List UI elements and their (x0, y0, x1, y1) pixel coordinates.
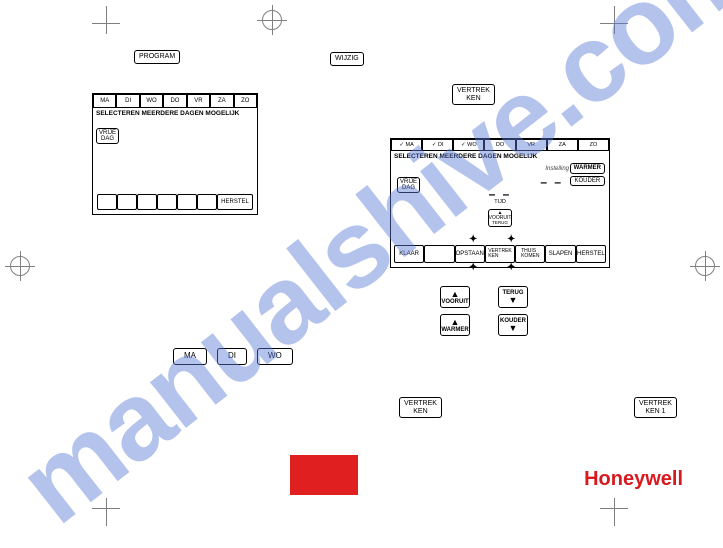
highlight-mark: ✦ (469, 262, 475, 273)
warmer-label: WARMER (441, 327, 468, 333)
day-di-button[interactable]: DI (217, 348, 247, 365)
crop-mark (106, 498, 107, 526)
vertrekken-slot[interactable]: VERTREK KEN (485, 245, 515, 263)
vertrekken-button[interactable]: VERTREK KEN (452, 84, 495, 105)
reg-target-top (262, 10, 282, 30)
vertrek-line2: KEN 1 (645, 408, 665, 416)
day-tab[interactable]: VR (187, 94, 210, 108)
kouder-button[interactable]: KOUDER (498, 314, 528, 336)
day-tab[interactable]: DO (163, 94, 186, 108)
slot-empty[interactable] (117, 194, 137, 210)
left-slot-row: HERSTEL (97, 194, 253, 210)
slot-empty[interactable] (157, 194, 177, 210)
day-row: MA DI WO (173, 348, 293, 365)
day-tabs-left: MA DI WO DO VR ZA ZO (93, 94, 257, 108)
thuiskomen-slot[interactable]: THUIS KOMEN (515, 245, 545, 263)
highlight-mark: ✦ (469, 234, 475, 245)
slot-empty[interactable] (197, 194, 217, 210)
vooruit-button[interactable]: VOORUIT (440, 286, 470, 308)
slot-empty[interactable] (424, 245, 454, 263)
slapen-slot[interactable]: SLAPEN (545, 245, 575, 263)
warmer-kouder-mini: WARMER KOUDER (570, 163, 605, 186)
slot-empty[interactable] (97, 194, 117, 210)
day-ma-button[interactable]: MA (173, 348, 207, 365)
day-tab[interactable]: ✓ DI (422, 139, 453, 151)
vooruit-mini-button[interactable]: ▲ VOORUIT TERUG (488, 209, 512, 227)
vooruit-terug-group: VOORUIT TERUG (440, 286, 528, 308)
day-tab[interactable]: DO (484, 139, 515, 151)
vrije-dag-button[interactable]: VRIJE DAG (397, 177, 420, 193)
kouder-mini[interactable]: KOUDER (570, 176, 605, 187)
day-tab[interactable]: ZO (578, 139, 609, 151)
left-screen-heading: SELECTEREN MEERDERE DAGEN MOGELIJK (93, 108, 257, 121)
instelling-label: Instelling (545, 166, 569, 172)
vertrekken-button[interactable]: VERTREK KEN (399, 397, 442, 418)
vertrek-line1: VERTREK (457, 87, 490, 95)
day-tab[interactable]: ✓ WO (453, 139, 484, 151)
herstel-slot[interactable]: HERSTEL (217, 194, 253, 210)
crop-mark (614, 6, 615, 34)
reg-target-left (10, 256, 30, 276)
instelling-value: – – (540, 175, 563, 189)
vertrek-line1: VERTREK (404, 400, 437, 408)
brand-logo: Honeywell (584, 468, 683, 491)
program-button[interactable]: PROGRAM (134, 50, 180, 64)
terug-button[interactable]: TERUG (498, 286, 528, 308)
slot-empty[interactable] (177, 194, 197, 210)
klaar-slot[interactable]: KLAAR (394, 245, 424, 263)
warmer-button[interactable]: WARMER (440, 314, 470, 336)
herstel-slot[interactable]: HERSTEL (576, 245, 606, 263)
crop-mark (614, 498, 615, 526)
vrije-line2: DAG (99, 136, 116, 142)
red-block (290, 455, 358, 495)
vooruit-label: VOORUIT (441, 299, 468, 305)
vrije-line2: DAG (400, 185, 417, 191)
crop-mark (106, 6, 107, 34)
chevron-down-icon (509, 296, 518, 305)
day-tab[interactable]: ZA (547, 139, 578, 151)
day-tabs-right: ✓ MA ✓ DI ✓ WO DO VR ZA ZO (391, 139, 609, 151)
day-tab[interactable]: ✓ MA (391, 139, 422, 151)
terug-mini-label: TERUG (492, 221, 508, 226)
day-tab[interactable]: DI (116, 94, 139, 108)
day-tab[interactable]: ZA (210, 94, 233, 108)
day-tab[interactable]: ZO (234, 94, 257, 108)
warmer-kouder-group: WARMER KOUDER (440, 314, 528, 336)
vrije-dag-button[interactable]: VRIJE DAG (96, 128, 119, 144)
highlight-mark: ✦ (507, 234, 513, 245)
right-screen: ✓ MA ✓ DI ✓ WO DO VR ZA ZO SELECTEREN ME… (390, 138, 610, 268)
reg-target-right (695, 256, 715, 276)
chevron-up-icon (451, 290, 460, 299)
vertrek-line2: KEN (413, 408, 427, 416)
day-tab[interactable]: MA (93, 94, 116, 108)
chevron-up-icon (451, 318, 460, 327)
highlight-mark: ✦ (507, 262, 513, 273)
right-slot-row: KLAAR OPSTAAN VERTREK KEN THUIS KOMEN SL… (394, 245, 606, 263)
watermark-text: manualshive.com (0, 0, 723, 548)
vertrek-line1: VERTREK (639, 400, 672, 408)
vertrek-line2: KEN (466, 95, 480, 103)
day-wo-button[interactable]: WO (257, 348, 293, 365)
left-screen: MA DI WO DO VR ZA ZO SELECTEREN MEERDERE… (92, 93, 258, 215)
wijzig-button[interactable]: WIJZIG (330, 52, 364, 66)
day-tab[interactable]: WO (140, 94, 163, 108)
warmer-mini[interactable]: WARMER (570, 163, 605, 174)
slot-empty[interactable] (137, 194, 157, 210)
opstaan-slot[interactable]: OPSTAAN (455, 245, 485, 263)
day-tab[interactable]: VR (516, 139, 547, 151)
vertrekken-1-button[interactable]: VERTREK KEN 1 (634, 397, 677, 418)
tijd-label: TIJD (494, 199, 506, 205)
chevron-down-icon (509, 324, 518, 333)
